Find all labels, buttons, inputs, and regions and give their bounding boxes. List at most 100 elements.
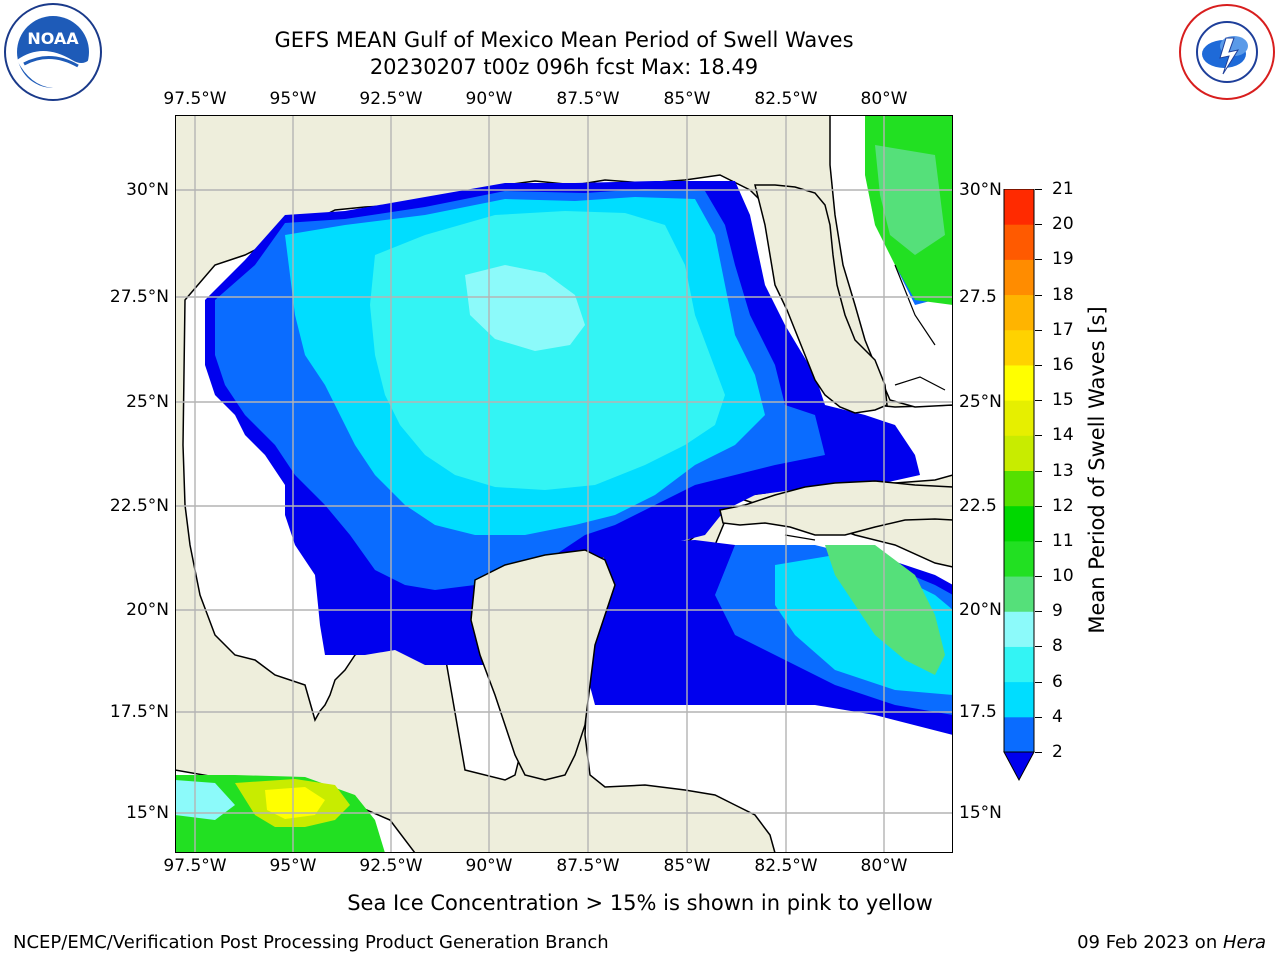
noaa-logo: NOAA [2, 2, 104, 102]
colorbar-border [1003, 189, 1035, 753]
island-outlines [784, 264, 946, 541]
colorbar-bin [1004, 435, 1034, 471]
colorbar-tick-label: 4 [1052, 706, 1063, 727]
colorbar-tick-mark [1035, 576, 1042, 578]
colorbar-tick-mark [1035, 470, 1042, 472]
colorbar-tick-label: 14 [1052, 425, 1074, 446]
lon-tick-label-top: 90°W [465, 89, 513, 109]
lat-tick-label-right: 25°N [959, 392, 1002, 412]
lat-tick-label-left: 27.5°N [109, 287, 169, 307]
colorbar-bin [1004, 681, 1034, 718]
map-area [175, 115, 953, 853]
colorbar-tick-mark [1035, 189, 1042, 190]
colorbar-bin [1004, 470, 1034, 507]
noaa-logo-text: NOAA [27, 29, 79, 48]
colorbar-tick-label: 15 [1052, 390, 1074, 411]
colorbar-tick-mark [1035, 435, 1042, 437]
colorbar-tick-label: 20 [1052, 214, 1074, 235]
lon-tick-label-top: 82.5°W [754, 89, 818, 109]
colorbar-bin [1004, 400, 1034, 436]
lat-tick-label-left: 20°N [126, 600, 169, 620]
colorbar-bin [1004, 576, 1034, 612]
colorbar-bin [1004, 224, 1034, 260]
lat-tick-label-left: 22.5°N [109, 496, 169, 516]
lat-tick-label-right: 22.5 [959, 496, 997, 516]
colorbar-bin [1004, 540, 1034, 577]
lon-tick-label-top: 80°W [860, 89, 908, 109]
colorbar-bin [1004, 611, 1034, 647]
lon-tick-label-bottom: 82.5°W [754, 856, 818, 876]
lat-tick-label-right: 27.5 [959, 287, 997, 307]
lon-tick-label-top: 85°W [663, 89, 711, 109]
lon-tick-label-top: 95°W [269, 89, 317, 109]
colorbar [1003, 189, 1037, 784]
colorbar-tick-mark [1035, 716, 1042, 718]
florida-land [754, 184, 888, 414]
colorbar-tick-label: 8 [1052, 636, 1063, 657]
colorbar-tick-mark [1035, 224, 1042, 226]
lat-tick-label-left: 15°N [126, 803, 169, 823]
colorbar-tick-label: 2 [1052, 742, 1063, 762]
lon-tick-label-bottom: 80°W [860, 856, 908, 876]
colorbar-label: Mean Period of Swell Waves [s] [1085, 306, 1109, 634]
footer-credit: NCEP/EMC/Verification Post Processing Pr… [13, 932, 609, 953]
lon-tick-label-bottom: 92.5°W [359, 856, 423, 876]
colorbar-tick-label: 12 [1052, 495, 1074, 516]
lat-tick-label-left: 30°N [126, 180, 169, 200]
colorbar-bin [1004, 189, 1034, 225]
lat-tick-label-right: 15°N [959, 803, 1002, 823]
colorbar-tick-mark [1035, 329, 1042, 331]
colorbar-tick-label: 6 [1052, 671, 1063, 692]
lon-tick-label-bottom: 87.5°W [556, 856, 620, 876]
colorbar-tick-mark [1035, 646, 1042, 648]
colorbar-bin [1004, 646, 1034, 683]
colorbar-tick-mark [1035, 294, 1042, 296]
colorbar-tick-label: 18 [1052, 284, 1074, 305]
lat-tick-label-right: 30°N [959, 180, 1002, 200]
footer-host: Hera [1222, 932, 1266, 953]
lon-tick-label-bottom: 90°W [465, 856, 513, 876]
lon-tick-label-top: 97.5°W [163, 89, 227, 109]
colorbar-tick-mark [1035, 364, 1042, 366]
colorbar-tick-label: 19 [1052, 249, 1074, 270]
colorbar-tick-mark [1035, 400, 1042, 402]
colorbar-bin [1004, 505, 1034, 542]
lon-tick-label-bottom: 97.5°W [163, 856, 227, 876]
colorbar-tick-mark [1035, 611, 1042, 613]
cuba-land [719, 480, 953, 536]
footer-date-text: 09 Feb 2023 on [1077, 932, 1223, 953]
colorbar-tick-label: 9 [1052, 601, 1063, 622]
sea-ice-note: Sea Ice Concentration > 15% is shown in … [0, 891, 1280, 915]
lon-tick-label-top: 92.5°W [359, 89, 423, 109]
chart-subtitle: 20230207 t00z 096h fcst Max: 18.49 [369, 55, 759, 79]
chart-title: GEFS MEAN Gulf of Mexico Mean Period of … [274, 28, 854, 52]
colorbar-bin [1004, 716, 1034, 753]
lon-tick-label-bottom: 95°W [269, 856, 317, 876]
colorbar-tick-mark [1035, 505, 1042, 507]
sea-ice-note-text: Sea Ice Concentration > 15% is shown in … [347, 891, 933, 915]
lon-tick-label-bottom: 85°W [663, 856, 711, 876]
colorbar-bin [1004, 329, 1034, 366]
colorbar-bin [1004, 294, 1034, 331]
colorbar-tick-label: 10 [1052, 566, 1074, 587]
lon-tick-label-top: 87.5°W [556, 89, 620, 109]
lat-tick-label-left: 17.5°N [109, 702, 169, 722]
map-gridlines [175, 115, 953, 853]
colorbar-tick-label: 11 [1052, 530, 1074, 551]
colorbar-tick-label: 13 [1052, 460, 1074, 481]
nws-logo [1176, 2, 1278, 102]
colorbar-bin [1004, 259, 1034, 296]
colorbar-tick-label: 17 [1052, 319, 1074, 340]
lat-tick-label-right: 20°N [959, 600, 1002, 620]
lat-tick-label-left: 25°N [126, 392, 169, 412]
colorbar-tick-label: 16 [1052, 354, 1074, 375]
swell-contours [175, 115, 953, 853]
colorbar-extend-min [1003, 751, 1035, 782]
colorbar-tick-mark [1035, 540, 1042, 542]
footer-date: 09 Feb 2023 on Hera [1077, 932, 1266, 953]
colorbar-tick-mark [1035, 259, 1042, 261]
colorbar-tick-label: 21 [1052, 179, 1074, 199]
colorbar-tick-mark [1035, 681, 1042, 683]
colorbar-tick-mark [1035, 752, 1042, 753]
lat-tick-label-right: 17.5 [959, 702, 997, 722]
